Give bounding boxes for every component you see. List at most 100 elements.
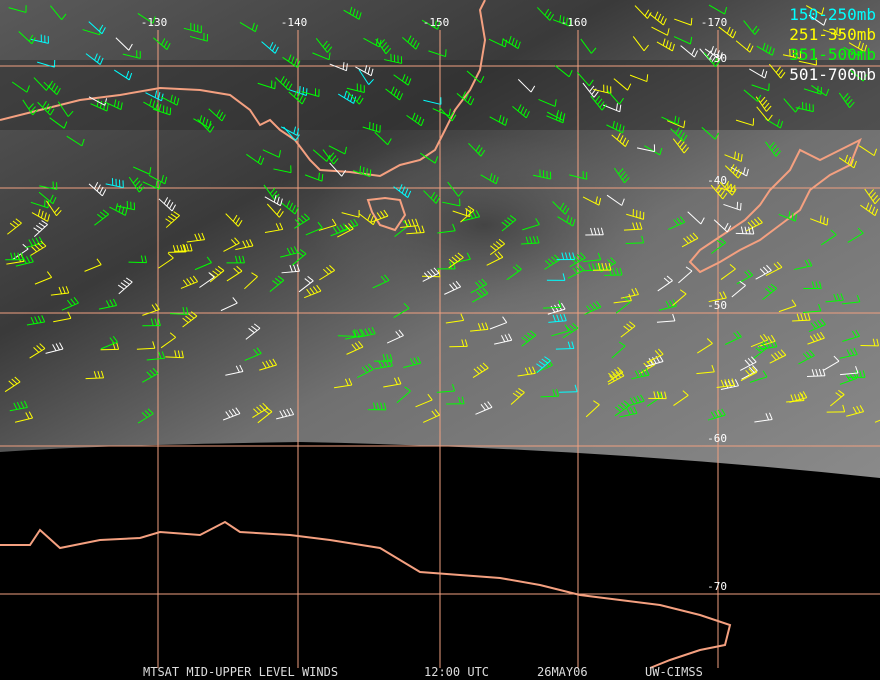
wind-barb [582,252,602,263]
barb-feather [318,172,320,180]
barb-shaft [582,196,600,206]
barb-feather [691,48,696,56]
barb-feather [607,259,614,265]
barb-feather [768,46,772,54]
barb-feather [383,45,390,52]
wind-barb [842,329,860,342]
barb-shaft [807,375,826,378]
barb-shaft [551,330,569,337]
barb-shaft [840,372,859,376]
barb-shaft [88,21,103,35]
barb-shaft [374,365,393,370]
wind-barb [262,149,281,158]
latitude-label: -50 [707,299,727,312]
barb-feather [572,252,576,260]
barb-feather [619,97,624,105]
barb-feather [171,204,177,212]
barb-shaft [352,170,371,178]
footer-text: UW-CIMSS [645,665,703,679]
barb-feather [67,311,72,319]
barb-feather [597,263,601,271]
barb-shaft [128,176,140,193]
wind-barb [632,36,649,52]
barb-feather [188,313,195,319]
wind-barb [276,407,295,420]
barb-feather [163,40,168,48]
barb-shaft [280,202,296,215]
barb-shaft [720,385,739,390]
barb-feather [714,410,719,418]
barb-shaft [720,268,736,280]
barb-shaft [697,343,713,354]
barb-feather [134,180,141,187]
barb-shaft [82,29,100,36]
barb-feather [706,50,712,58]
barb-feather [393,88,398,96]
wind-barb [751,83,770,92]
wind-barb [386,329,404,344]
barb-feather [569,18,572,27]
footer-text: 12:00 UTC [424,665,489,679]
barb-feather [615,103,618,111]
barb-feather [296,60,301,68]
barb-shaft [280,252,298,258]
barb-feather [106,103,109,112]
wind-barb [858,145,878,157]
wind-barb [798,349,815,365]
wind-barb [158,252,174,269]
barb-feather [562,273,566,281]
barb-shaft [406,231,425,235]
barb-feather [647,12,652,19]
barb-feather [495,176,499,184]
barb-feather [721,408,726,416]
barb-feather [371,327,376,334]
barb-shaft [193,118,210,129]
wind-barb [104,99,123,111]
barb-feather [434,409,440,416]
barb-feather [350,94,354,102]
barb-feather [814,321,820,328]
barb-feather [344,378,349,386]
wind-barb [696,364,715,375]
barb-feather [163,197,169,204]
barb-shaft [768,63,782,79]
barb-feather [96,258,102,265]
barb-feather [44,103,50,111]
barb-feather [568,70,573,78]
barb-shaft [552,201,566,215]
wind-barb [393,184,412,198]
barb-feather [588,263,592,271]
barb-feather [34,244,41,251]
wind-barb [261,41,279,54]
wind-barb [840,366,859,376]
barb-feather [387,138,392,145]
barb-feather [669,300,674,308]
barb-feather [846,349,851,357]
barb-feather [739,280,746,286]
barb-shaft [611,345,626,359]
barb-feather [301,97,306,105]
barb-feather [720,190,726,197]
wind-barb [142,367,159,383]
barb-feather [202,117,206,125]
barb-feather [597,252,602,260]
barb-feather [771,354,777,361]
barb-feather [158,104,162,112]
barb-shaft [825,299,844,303]
wind-barb [562,322,579,339]
barb-feather [236,265,243,272]
barb-feather [383,402,387,410]
wind-barb [625,235,645,244]
new-zealand-coast [688,137,862,274]
barb-shaft [651,26,668,36]
barb-shaft [538,98,556,107]
barb-feather [94,53,98,61]
barb-shaft [778,213,796,222]
barb-feather [260,157,265,165]
wind-barb [436,384,456,393]
barb-feather [719,237,727,243]
barb-shaft [620,325,636,338]
barb-feather [251,272,258,277]
barb-feather [748,368,755,375]
